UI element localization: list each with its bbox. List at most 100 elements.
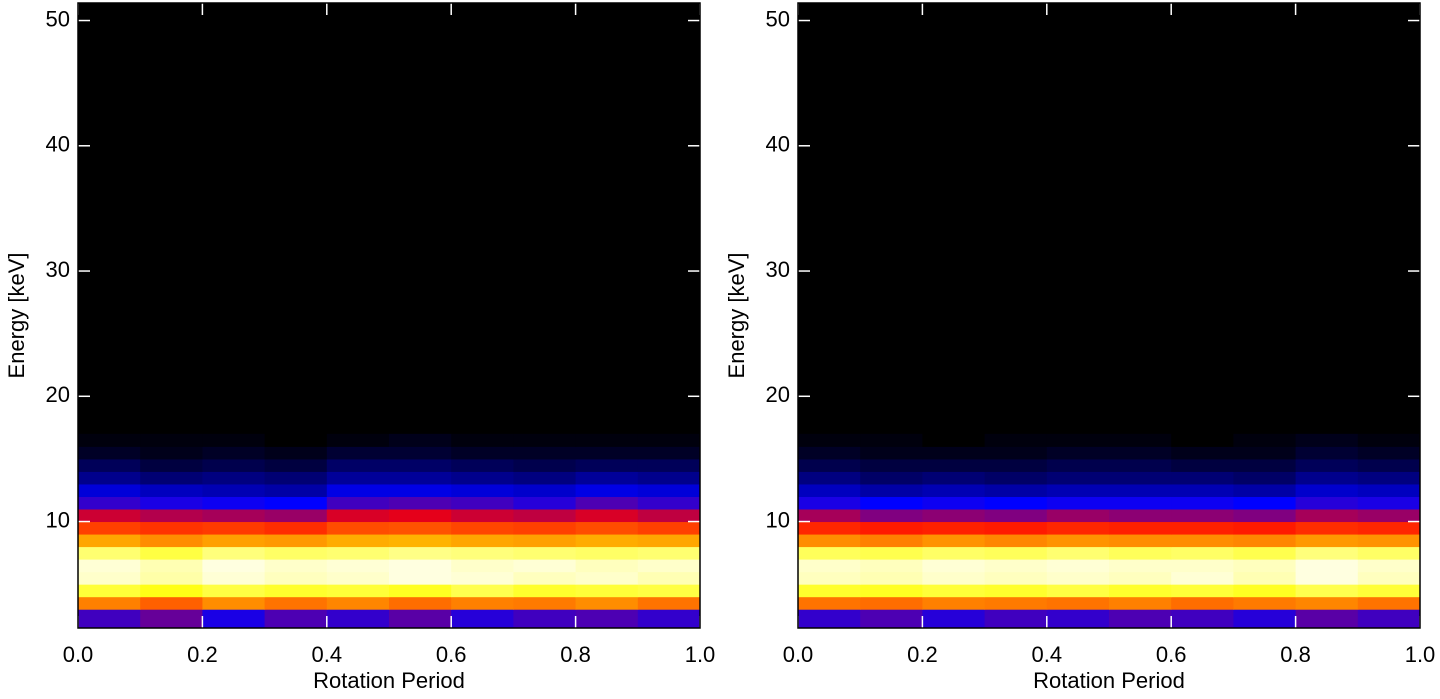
heatmap-cell [637,534,701,548]
heatmap-cell [798,609,861,629]
heatmap-cell [1109,596,1172,610]
heatmap-cell [984,571,1048,585]
heatmap-cell [1046,446,1110,460]
y-tick-label: 30 [766,257,790,282]
heatmap-cell [922,584,986,598]
heatmap-cell [202,458,266,472]
heatmap-cell [637,509,701,523]
heatmap-cell [984,496,1048,510]
x-tick-label: 0.6 [1156,642,1187,667]
heatmap-cell [860,458,923,472]
heatmap-cell [389,609,452,629]
y-tick-label: 40 [46,132,70,157]
heatmap-cell [451,546,514,560]
heatmap-cell [860,471,923,485]
heatmap-cell [264,596,328,610]
heatmap-cell [637,559,701,573]
heatmap-cell [1171,584,1234,598]
heatmap-cell [1295,521,1359,535]
heatmap-cell [575,571,639,585]
heatmap-cell [140,521,203,535]
y-tick-label: 10 [766,507,790,532]
heatmap-cell [451,433,514,447]
heatmap-cell [513,534,577,548]
heatmap-cell [1233,609,1297,629]
heatmap-cell [860,596,923,610]
heatmap-cell [922,483,986,497]
heatmap-cell [513,509,577,523]
heatmap-cell [202,596,266,610]
heatmap-cell [922,458,986,472]
heatmap-cell [202,534,266,548]
heatmap-cell [984,596,1048,610]
heatmap-cell [1046,471,1110,485]
heatmap-cell [1233,458,1297,472]
heatmap-cell [326,509,390,523]
heatmap-cell [389,596,452,610]
heatmap-cell [922,534,986,548]
heatmap-cell [1171,496,1234,510]
heatmap-cell [264,584,328,598]
heatmap-cell [140,596,203,610]
heatmap-cell [78,534,141,548]
heatmap-cell [860,433,923,447]
heatmap-cell [637,483,701,497]
heatmap-cell [264,509,328,523]
heatmap-cell [1357,571,1421,585]
heatmap-cell [326,596,390,610]
heatmap-cell [1295,471,1359,485]
heatmap-cell [513,559,577,573]
heatmap-cell [575,534,639,548]
heatmap-cell [78,559,141,573]
heatmap-cell [389,471,452,485]
heatmap-cell [1046,521,1110,535]
heatmap-cell [922,446,986,460]
heatmap-cell [798,471,861,485]
x-tick-label: 0.0 [783,642,814,667]
heatmap-cell [1357,596,1421,610]
heatmap-cell [798,496,861,510]
heatmap-cell [575,584,639,598]
heatmap-cell [264,433,328,447]
heatmap-cell [984,559,1048,573]
heatmap-cell [1357,471,1421,485]
heatmap-cell [984,471,1048,485]
heatmap-cell [451,596,514,610]
y-axis-label: Energy [keV] [724,253,749,379]
heatmap-cell [798,458,861,472]
heatmap-cell [1233,509,1297,523]
heatmap-cell [78,571,141,585]
heatmap-cell [1233,546,1297,560]
heatmap-cell [78,596,141,610]
y-tick-label: 40 [766,132,790,157]
heatmap-cell [922,609,986,629]
heatmap-cell [637,521,701,535]
heatmap-cell [1046,571,1110,585]
x-axis-label: Rotation Period [313,668,465,693]
heatmap-cell [451,571,514,585]
heatmap-cell [984,483,1048,497]
heatmap-cell [1109,534,1172,548]
y-tick-label: 30 [46,257,70,282]
heatmap-cell [1046,559,1110,573]
heatmap-cell [984,509,1048,523]
heatmap-cell [860,509,923,523]
heatmap-cell [78,433,141,447]
heatmap-cell [389,521,452,535]
heatmap-cell [1295,559,1359,573]
heatmap-cell [1357,584,1421,598]
heatmap-cell [1171,559,1234,573]
heatmap-cell [140,509,203,523]
heatmap-cell [1171,458,1234,472]
heatmap-cell [637,546,701,560]
heatmap-cell [637,609,701,629]
heatmap-cell [1109,483,1172,497]
heatmap-cell [1357,483,1421,497]
heatmap-cell [798,534,861,548]
heatmap-cell [1295,458,1359,472]
heatmap-cell [451,471,514,485]
heatmap-cell [202,609,266,629]
heatmap-cell [1295,571,1359,585]
heatmap-cell [513,433,577,447]
heatmap-cell [984,446,1048,460]
